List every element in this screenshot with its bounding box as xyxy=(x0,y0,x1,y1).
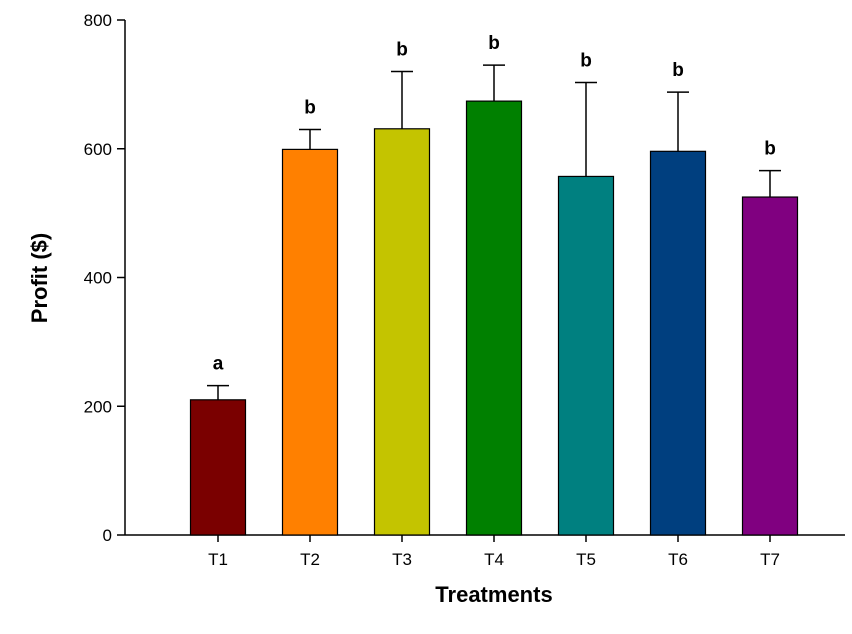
x-axis: T1 T2 T3 T4 T5 T6 T7 xyxy=(125,534,845,569)
significance-label-t2: b xyxy=(304,97,316,118)
bar-t4 xyxy=(465,100,523,536)
bar-t1 xyxy=(189,399,247,536)
y-axis-title: Profit ($) xyxy=(27,233,52,323)
significance-label-t6: b xyxy=(672,60,684,81)
significance-labels-group: a b b b b b b xyxy=(213,33,776,375)
y-tick-label: 400 xyxy=(84,269,112,288)
significance-label-t1: a xyxy=(213,354,224,375)
x-tick-label: T3 xyxy=(392,550,412,569)
bar-t5 xyxy=(557,175,615,536)
y-tick-label: 0 xyxy=(103,526,112,545)
bar-t2 xyxy=(281,148,339,536)
error-bars-group xyxy=(207,64,781,400)
y-axis: 0 200 400 600 800 xyxy=(84,11,126,545)
bar-t6 xyxy=(649,150,707,536)
y-tick-label: 800 xyxy=(84,11,112,30)
significance-label-t7: b xyxy=(764,139,776,160)
y-tick-label: 200 xyxy=(84,397,112,416)
x-tick-label: T4 xyxy=(484,550,504,569)
significance-label-t4: b xyxy=(488,33,500,54)
bar-t7 xyxy=(741,196,799,536)
x-tick-label: T6 xyxy=(668,550,688,569)
significance-label-t5: b xyxy=(580,50,592,71)
significance-label-t3: b xyxy=(396,40,408,61)
x-tick-label: T7 xyxy=(760,550,780,569)
x-tick-label: T2 xyxy=(300,550,320,569)
x-tick-label: T5 xyxy=(576,550,596,569)
bar-t3 xyxy=(373,128,431,536)
y-tick-label: 600 xyxy=(84,140,112,159)
x-axis-title: Treatments xyxy=(435,582,552,607)
x-tick-label: T1 xyxy=(208,550,228,569)
bars-group xyxy=(189,100,799,536)
